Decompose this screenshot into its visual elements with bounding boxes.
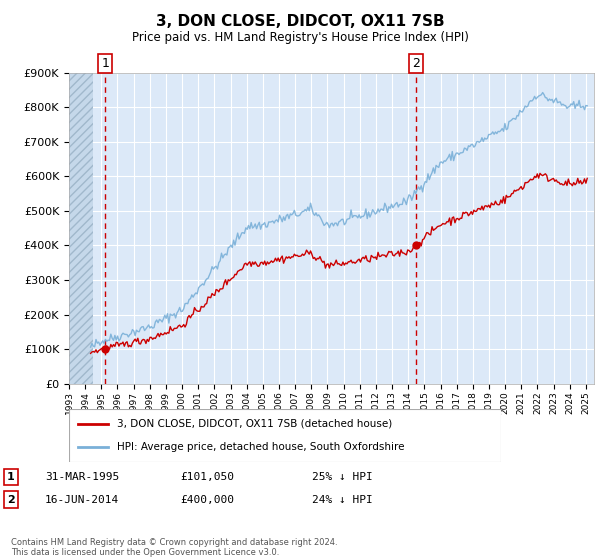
Text: 3, DON CLOSE, DIDCOT, OX11 7SB: 3, DON CLOSE, DIDCOT, OX11 7SB xyxy=(155,14,445,29)
FancyBboxPatch shape xyxy=(69,409,501,462)
Text: 3, DON CLOSE, DIDCOT, OX11 7SB (detached house): 3, DON CLOSE, DIDCOT, OX11 7SB (detached… xyxy=(116,419,392,429)
Text: 1: 1 xyxy=(7,472,14,482)
Text: 25% ↓ HPI: 25% ↓ HPI xyxy=(312,472,373,482)
Text: 24% ↓ HPI: 24% ↓ HPI xyxy=(312,494,373,505)
Text: 2: 2 xyxy=(7,494,14,505)
Text: £101,050: £101,050 xyxy=(180,472,234,482)
Text: 31-MAR-1995: 31-MAR-1995 xyxy=(45,472,119,482)
Text: £400,000: £400,000 xyxy=(180,494,234,505)
Text: HPI: Average price, detached house, South Oxfordshire: HPI: Average price, detached house, Sout… xyxy=(116,442,404,452)
Text: Price paid vs. HM Land Registry's House Price Index (HPI): Price paid vs. HM Land Registry's House … xyxy=(131,31,469,44)
Text: Contains HM Land Registry data © Crown copyright and database right 2024.
This d: Contains HM Land Registry data © Crown c… xyxy=(11,538,337,557)
Text: 1: 1 xyxy=(101,57,109,70)
Text: 2: 2 xyxy=(412,57,419,70)
Bar xyxy=(69,73,93,384)
Text: 16-JUN-2014: 16-JUN-2014 xyxy=(45,494,119,505)
